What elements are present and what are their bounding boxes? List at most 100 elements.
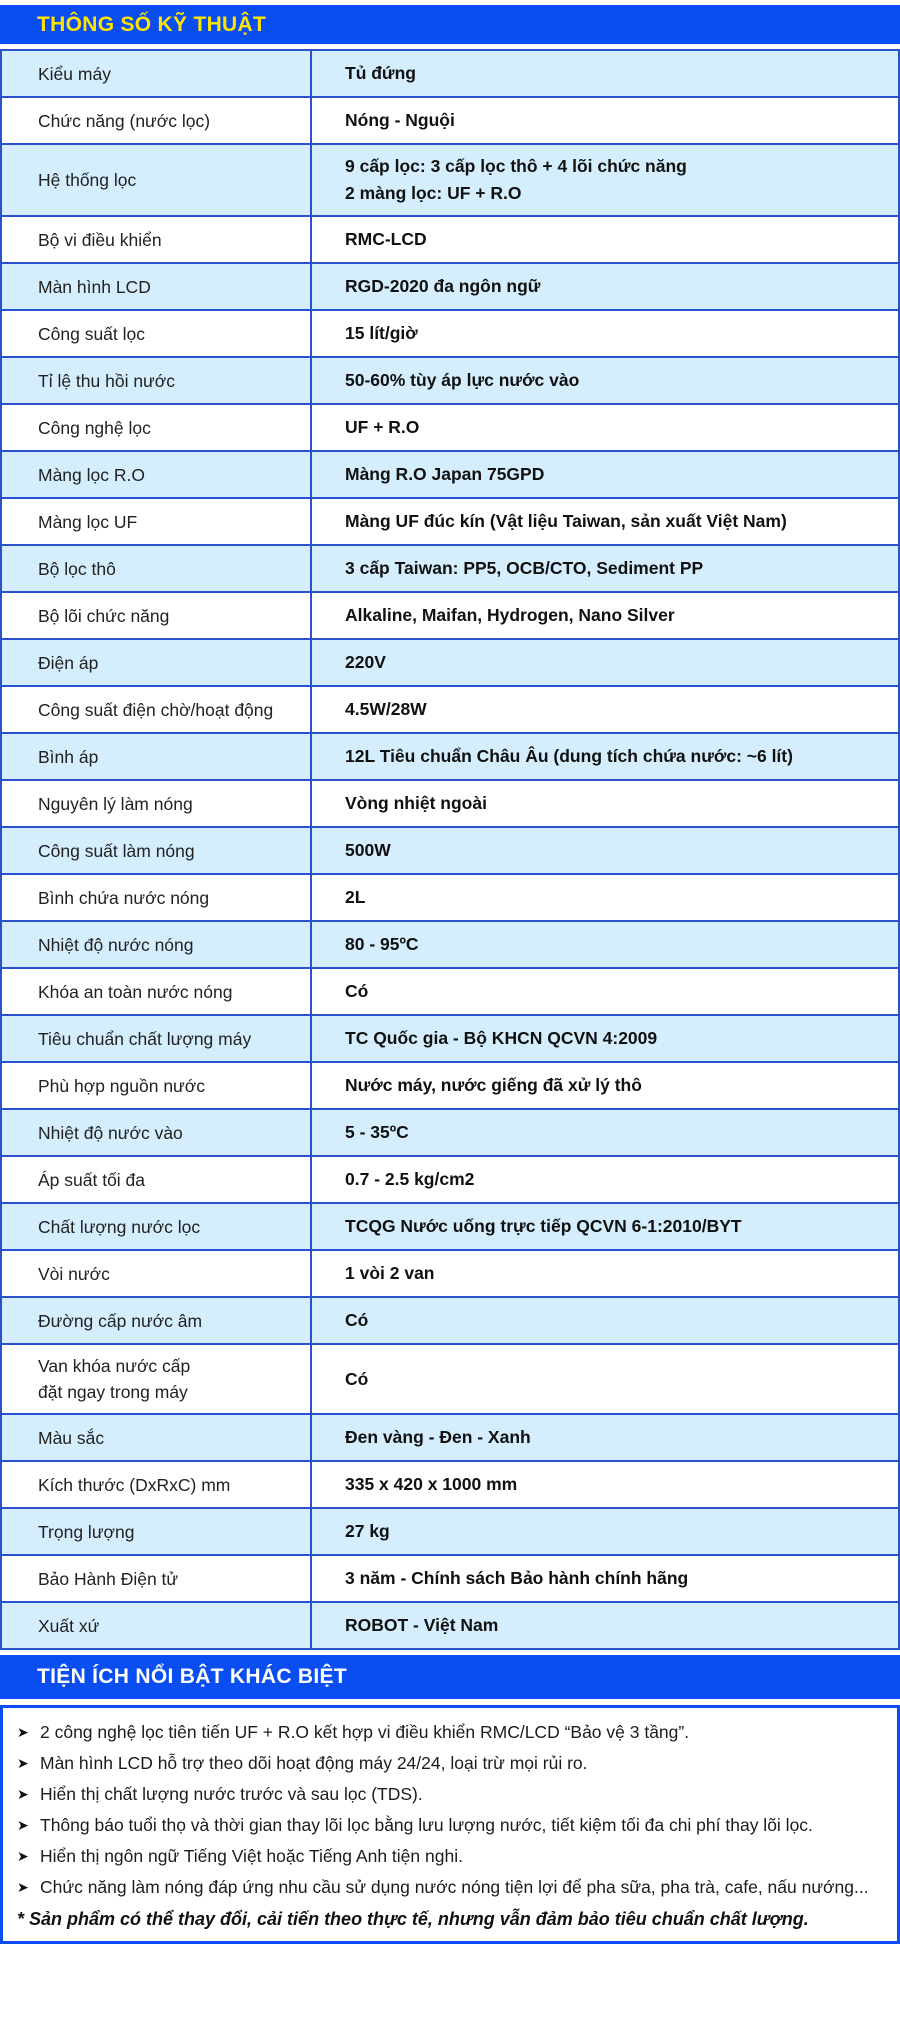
spec-row: Phù hợp nguồn nước Nước máy, nước giếng đ… (0, 1061, 900, 1110)
spec-row: Bộ lọc thô 3 cấp Taiwan: PP5, OCB/CTO, Se… (0, 544, 900, 593)
spec-row: Áp suất tối đa 0.7 - 2.5 kg/cm2 (0, 1155, 900, 1204)
spec-row: Màn hình LCD RGD-2020 đa ngôn ngữ (0, 262, 900, 311)
spec-value: UF + R.O (310, 403, 900, 452)
spec-label: Màn hình LCD (0, 262, 312, 311)
spec-row: Vòi nước 1 vòi 2 van (0, 1249, 900, 1298)
spec-value: 5 - 35ºC (310, 1108, 900, 1157)
spec-label: Màng lọc UF (0, 497, 312, 546)
features-title: TIỆN ÍCH NỔI BẬT KHÁC BIỆT (37, 1665, 347, 1688)
spec-label: Nhiệt độ nước nóng (0, 920, 312, 969)
spec-label: Bộ vi điều khiển (0, 215, 312, 264)
spec-value: 4.5W/28W (310, 685, 900, 734)
arrow-bullet-icon: ➤ (17, 1786, 29, 1802)
spec-row: Nhiệt độ nước nóng 80 - 95ºC (0, 920, 900, 969)
arrow-bullet-icon: ➤ (17, 1724, 29, 1740)
spec-label: Bình áp (0, 732, 312, 781)
spec-label: Xuất xứ (0, 1601, 312, 1650)
specs-title: THÔNG SỐ KỸ THUẬT (37, 12, 267, 36)
arrow-bullet-icon: ➤ (17, 1879, 29, 1895)
spec-label: Chức năng (nước lọc) (0, 96, 312, 145)
spec-label: Nguyên lý làm nóng (0, 779, 312, 828)
spec-label: Màu sắc (0, 1413, 312, 1462)
specs-table-body: Kiểu máy Tủ đứng Chức năng (nước lọc) Nóng … (0, 49, 900, 1650)
spec-label: Tiêu chuẩn chất lượng máy (0, 1014, 312, 1063)
spec-row: Nguyên lý làm nóng Vòng nhiệt ngoài (0, 779, 900, 828)
feature-text: Màn hình LCD hỗ trợ theo dõi hoạt động m… (40, 1753, 588, 1773)
spec-value: Alkaline, Maifan, Hydrogen, Nano Silver (310, 591, 900, 640)
spec-value: 0.7 - 2.5 kg/cm2 (310, 1155, 900, 1204)
spec-row: Công suất lọc 15 lít/giờ (0, 309, 900, 358)
features-note: * Sản phẩm có thể thay đổi, cải tiến the… (17, 1909, 809, 1929)
specs-table: Kiểu máy Tủ đứng Chức năng (nước lọc) Nóng … (0, 49, 900, 1650)
spec-value: 3 năm - Chính sách Bảo hành chính hãng (310, 1554, 900, 1603)
spec-row: Kiểu máy Tủ đứng (0, 49, 900, 98)
spec-sheet: THÔNG SỐ KỸ THUẬT Kiểu máy Tủ đứng Chức nă… (0, 5, 900, 1944)
feature-item: ➤ Thông báo tuổi thọ và thời gian thay lõ… (17, 1810, 883, 1841)
spec-value: Vòng nhiệt ngoài (310, 779, 900, 828)
spec-value: TCQG Nước uống trực tiếp QCVN 6-1:2010/B… (310, 1202, 900, 1251)
spec-value: Có (310, 967, 900, 1016)
spec-row: Điện áp 220V (0, 638, 900, 687)
spec-row: Bộ vi điều khiển RMC-LCD (0, 215, 900, 264)
spec-row: Công suất làm nóng 500W (0, 826, 900, 875)
spec-label: Bình chứa nước nóng (0, 873, 312, 922)
spec-label: Công suất điện chờ/hoạt động (0, 685, 312, 734)
feature-text: Thông báo tuổi thọ và thời gian thay lõi… (40, 1815, 813, 1835)
arrow-bullet-icon: ➤ (17, 1848, 29, 1864)
arrow-bullet-icon: ➤ (17, 1755, 29, 1771)
spec-label: Áp suất tối đa (0, 1155, 312, 1204)
features-box: ➤ 2 công nghệ lọc tiên tiến UF + R.O kết … (0, 1705, 900, 1944)
spec-value: 12L Tiêu chuẩn Châu Âu (dung tích chứa n… (310, 732, 900, 781)
spec-row: Màng lọc UF Màng UF đúc kín (Vật liệu Tai… (0, 497, 900, 546)
spec-value: TC Quốc gia - Bộ KHCN QCVN 4:2009 (310, 1014, 900, 1063)
spec-label: Trọng lượng (0, 1507, 312, 1556)
spec-row: Chất lượng nước lọc TCQG Nước uống trực t… (0, 1202, 900, 1251)
spec-row: Van khóa nước cấp đặt ngay trong máy Có (0, 1343, 900, 1415)
spec-row: Xuất xứ ROBOT - Việt Nam (0, 1601, 900, 1650)
spec-value: ROBOT - Việt Nam (310, 1601, 900, 1650)
spec-row: Bảo Hành Điện tử 3 năm - Chính sách Bảo h… (0, 1554, 900, 1603)
spec-value: Nước máy, nước giếng đã xử lý thô (310, 1061, 900, 1110)
spec-label: Điện áp (0, 638, 312, 687)
specs-header-bar: THÔNG SỐ KỸ THUẬT (0, 5, 900, 44)
spec-value: 335 x 420 x 1000 mm (310, 1460, 900, 1509)
spec-row: Bộ lõi chức năng Alkaline, Maifan, Hydrog… (0, 591, 900, 640)
spec-value: 50-60% tùy áp lực nước vào (310, 356, 900, 405)
spec-label: Kích thước (DxRxC) mm (0, 1460, 312, 1509)
spec-row: Tỉ lệ thu hồi nước 50-60% tùy áp lực nước… (0, 356, 900, 405)
feature-text: Hiển thị chất lượng nước trước và sau lọ… (40, 1784, 423, 1804)
spec-row: Chức năng (nước lọc) Nóng - Nguội (0, 96, 900, 145)
feature-item: ➤ 2 công nghệ lọc tiên tiến UF + R.O kết … (17, 1717, 883, 1748)
spec-value: RGD-2020 đa ngôn ngữ (310, 262, 900, 311)
spec-value: Tủ đứng (310, 49, 900, 98)
spec-row: Bình áp 12L Tiêu chuẩn Châu Âu (dung tích… (0, 732, 900, 781)
feature-item: ➤ Chức năng làm nóng đáp ứng nhu cầu sử d… (17, 1872, 883, 1903)
feature-item: ➤ Hiển thị chất lượng nước trước và sau l… (17, 1779, 883, 1810)
spec-value: Màng UF đúc kín (Vật liệu Taiwan, sản xu… (310, 497, 900, 546)
feature-item: ➤ Hiển thị ngôn ngữ Tiếng Việt hoặc Tiếng… (17, 1841, 883, 1872)
spec-label: Phù hợp nguồn nước (0, 1061, 312, 1110)
spec-label: Kiểu máy (0, 49, 312, 98)
spec-value: Màng R.O Japan 75GPD (310, 450, 900, 499)
spec-label: Màng lọc R.O (0, 450, 312, 499)
spec-row: Kích thước (DxRxC) mm 335 x 420 x 1000 mm (0, 1460, 900, 1509)
spec-label: Vòi nước (0, 1249, 312, 1298)
spec-label: Khóa an toàn nước nóng (0, 967, 312, 1016)
spec-label: Nhiệt độ nước vào (0, 1108, 312, 1157)
spec-label: Chất lượng nước lọc (0, 1202, 312, 1251)
spec-label: Hệ thống lọc (0, 143, 312, 217)
spec-value: 2L (310, 873, 900, 922)
spec-row: Hệ thống lọc 9 cấp lọc: 3 cấp lọc thô + 4… (0, 143, 900, 217)
spec-value: 27 kg (310, 1507, 900, 1556)
feature-item: ➤ Màn hình LCD hỗ trợ theo dõi hoạt động … (17, 1748, 883, 1779)
spec-value: 1 vòi 2 van (310, 1249, 900, 1298)
features-header-bar: TIỆN ÍCH NỔI BẬT KHÁC BIỆT (0, 1655, 900, 1699)
arrow-bullet-icon: ➤ (17, 1817, 29, 1833)
feature-text: Hiển thị ngôn ngữ Tiếng Việt hoặc Tiếng … (40, 1846, 463, 1866)
spec-row: Bình chứa nước nóng 2L (0, 873, 900, 922)
spec-value: Có (310, 1343, 900, 1415)
spec-row: Tiêu chuẩn chất lượng máy TC Quốc gia - B… (0, 1014, 900, 1063)
spec-value: RMC-LCD (310, 215, 900, 264)
spec-label: Bộ lõi chức năng (0, 591, 312, 640)
spec-row: Màng lọc R.O Màng R.O Japan 75GPD (0, 450, 900, 499)
